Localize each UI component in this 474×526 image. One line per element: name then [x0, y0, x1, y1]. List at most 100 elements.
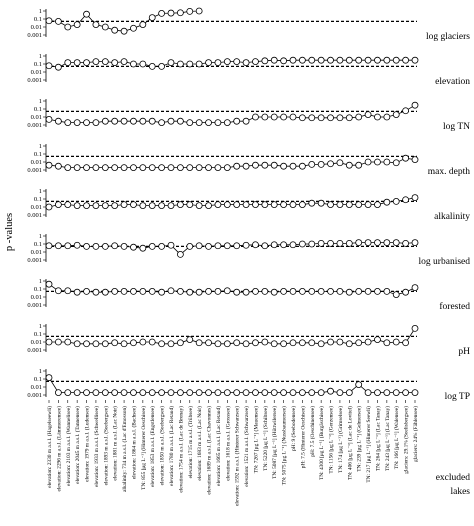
- series-line: [48, 197, 416, 208]
- data-point: [374, 158, 381, 166]
- data-point: [392, 291, 400, 298]
- data-point: [336, 159, 344, 167]
- x-category-label: TN: 4300 [μg L⁻¹] (Burgäschisee): [318, 406, 325, 480]
- data-point: [355, 161, 363, 169]
- data-point: [336, 114, 344, 122]
- data-point: [54, 287, 62, 295]
- data-point: [233, 162, 241, 170]
- x-category-label: elevation: 1521 m a.s.l. (Schwarzsee): [243, 406, 250, 487]
- x-category-label: TN: 166 [μg L⁻¹] (Walensee): [393, 406, 400, 469]
- series-line: [48, 157, 416, 169]
- data-point: [355, 201, 363, 208]
- y-tick-label: 1: [39, 53, 42, 60]
- data-point: [214, 59, 222, 66]
- data-point: [345, 201, 353, 208]
- data-point: [364, 338, 372, 346]
- y-tick-label: 0.001: [27, 77, 42, 84]
- data-point: [223, 242, 231, 250]
- y-tick-label: 0.01: [31, 159, 42, 166]
- panel-label: forested: [439, 301, 470, 312]
- data-point: [364, 239, 372, 246]
- data-point: [383, 158, 391, 166]
- data-point: [317, 389, 325, 396]
- data-point: [392, 111, 400, 118]
- data-point: [411, 284, 419, 291]
- x-category-label: elevation: 1893 m a.s.l. (Seebergsee): [102, 406, 109, 486]
- data-point: [130, 60, 137, 68]
- data-point: [214, 119, 222, 126]
- data-point: [270, 56, 278, 64]
- data-point: [139, 164, 147, 171]
- data-point: [205, 59, 212, 66]
- x-category-label: TN: 264 [μg L⁻¹] (Lac Tanay): [374, 406, 381, 471]
- x-category-labels: elevation: 2330 m a.s.l. (Hagelseewli) el…: [46, 400, 419, 506]
- data-point: [101, 389, 109, 396]
- data-point: [327, 239, 334, 247]
- data-point: [270, 340, 278, 348]
- data-point: [308, 240, 316, 248]
- data-point: [289, 56, 297, 64]
- data-point: [167, 117, 175, 125]
- data-point: [158, 119, 166, 126]
- data-point: [45, 62, 53, 70]
- data-point: [176, 288, 184, 295]
- data-point: [167, 241, 175, 249]
- data-point: [327, 288, 334, 295]
- series-line: [48, 59, 415, 68]
- series-line: [48, 104, 416, 124]
- data-point: [270, 288, 278, 296]
- data-point: [45, 338, 53, 346]
- data-point: [374, 56, 381, 64]
- y-tick-label: 0.01: [31, 69, 42, 76]
- data-point: [327, 56, 334, 64]
- data-point: [54, 242, 62, 250]
- x-category-label: elevation: 1618 m a.s.l. (Grosssee): [224, 406, 231, 481]
- y-tick-label: 0.01: [31, 294, 42, 301]
- data-point: [308, 389, 316, 396]
- y-tick-label: 0.1: [34, 61, 42, 68]
- series-line: [49, 328, 416, 345]
- panel-label: max. depth: [428, 167, 470, 177]
- data-point: [364, 389, 372, 396]
- data-point: [308, 161, 316, 168]
- data-point: [214, 242, 222, 250]
- data-point: [92, 340, 100, 348]
- data-point: [345, 56, 353, 64]
- data-point: [195, 119, 203, 126]
- y-tick-label: 1: [39, 233, 42, 240]
- panel-label: log urbanised: [419, 257, 471, 267]
- data-point: [54, 18, 62, 25]
- data-point: [411, 56, 419, 64]
- data-point: [327, 201, 334, 208]
- data-point: [355, 56, 363, 64]
- data-point: [383, 113, 391, 121]
- data-point: [186, 7, 194, 15]
- data-point: [327, 338, 334, 346]
- data-point: [233, 339, 241, 347]
- data-point: [148, 164, 156, 171]
- x-category-label: TN: 5087 [μg L⁻¹] (Hüttwilersee): [271, 406, 278, 479]
- y-tick-label: 1: [39, 98, 42, 105]
- data-point: [298, 288, 306, 295]
- data-point: [195, 7, 203, 15]
- x-category-label: glaciers: 24% (Fählensee): [412, 406, 419, 462]
- y-tick-label: 0.1: [34, 286, 42, 293]
- data-point: [261, 201, 269, 208]
- data-point: [298, 240, 306, 248]
- x-category-label: elevation: 1665 m a.s.l. (Lac Retaud): [215, 406, 222, 486]
- data-point: [280, 288, 288, 295]
- data-point: [92, 164, 100, 171]
- panel-2: 10.10.010.001 log TN: [27, 98, 470, 132]
- data-point: [83, 340, 90, 348]
- data-point: [355, 239, 363, 246]
- data-point: [411, 156, 419, 163]
- data-point: [111, 242, 119, 250]
- data-point: [252, 241, 259, 249]
- y-tick-label: 1: [39, 188, 42, 195]
- data-point: [45, 161, 53, 169]
- data-point: [45, 242, 53, 250]
- data-point: [120, 201, 128, 208]
- data-point: [148, 243, 156, 250]
- data-point: [280, 201, 288, 208]
- data-point: [345, 340, 353, 348]
